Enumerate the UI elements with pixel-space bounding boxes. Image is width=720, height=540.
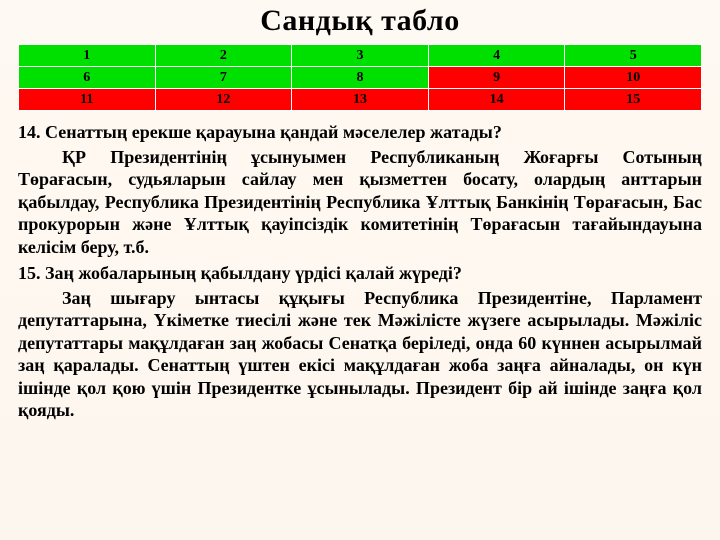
table-row: 1112131415	[19, 89, 702, 111]
number-board-body: 123456789101112131415	[19, 45, 702, 111]
number-cell[interactable]: 7	[155, 67, 292, 89]
number-cell[interactable]: 10	[565, 67, 702, 89]
number-cell[interactable]: 9	[428, 67, 565, 89]
q15-answer: Заң шығару ынтасы құқығы Республика През…	[18, 287, 702, 422]
number-cell[interactable]: 11	[19, 89, 156, 111]
q14-question: 14. Сенаттың ерекше қарауына қандай мәсе…	[18, 121, 702, 144]
number-cell[interactable]: 15	[565, 89, 702, 111]
number-cell[interactable]: 6	[19, 67, 156, 89]
q15-question: 15. Заң жобаларының қабылдану үрдісі қал…	[18, 262, 702, 285]
number-cell[interactable]: 12	[155, 89, 292, 111]
number-cell[interactable]: 14	[428, 89, 565, 111]
slide-content: Сандық табло 123456789101112131415 14. С…	[0, 0, 720, 540]
number-cell[interactable]: 4	[428, 45, 565, 67]
number-cell[interactable]: 3	[292, 45, 429, 67]
number-board-table: 123456789101112131415	[18, 44, 702, 111]
table-row: 12345	[19, 45, 702, 67]
number-cell[interactable]: 5	[565, 45, 702, 67]
number-cell[interactable]: 8	[292, 67, 429, 89]
table-row: 678910	[19, 67, 702, 89]
slide-title: Сандық табло	[18, 4, 702, 38]
number-cell[interactable]: 2	[155, 45, 292, 67]
number-cell[interactable]: 1	[19, 45, 156, 67]
q14-answer: ҚР Президентінің ұсынуымен Республиканың…	[18, 146, 702, 259]
number-cell[interactable]: 13	[292, 89, 429, 111]
